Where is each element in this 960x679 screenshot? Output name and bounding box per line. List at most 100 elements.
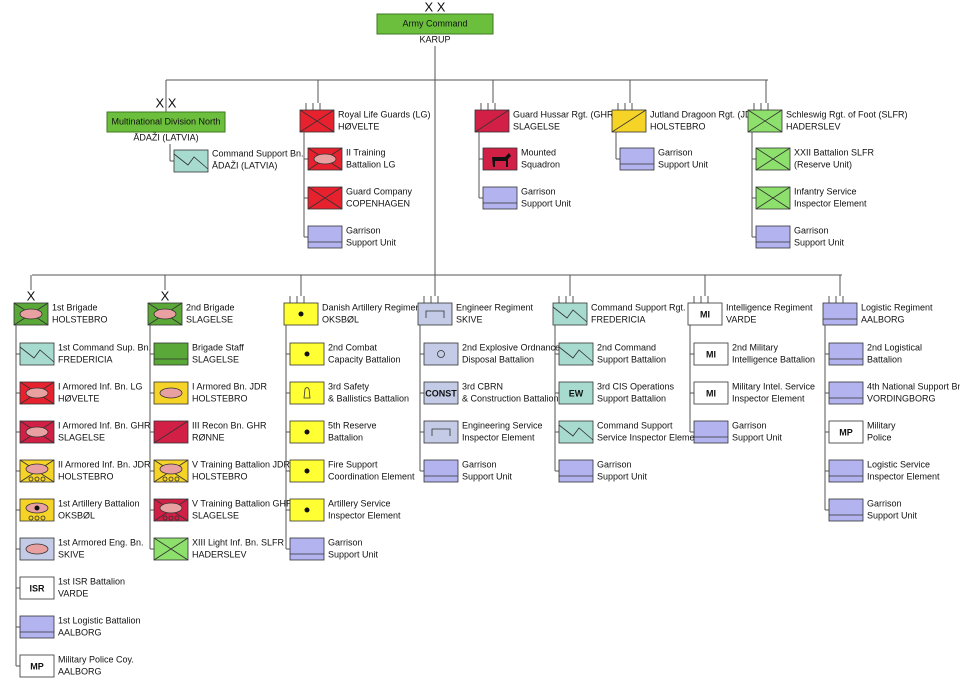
unit-label: Garrison xyxy=(346,225,381,235)
unit-label: Engineer Regiment xyxy=(456,302,534,312)
symbol-mark xyxy=(159,502,183,514)
unit-label: SKIVE xyxy=(58,549,85,559)
symbol-icon: MI xyxy=(706,349,716,359)
division-box xyxy=(106,111,226,133)
symbol-mark xyxy=(162,515,168,521)
unit-label: COPENHAGEN xyxy=(346,198,410,208)
unit-label: 1st Artillery Battalion xyxy=(58,498,140,508)
unit-label: Garrison xyxy=(732,420,767,430)
unit-label: Support Unit xyxy=(521,198,572,208)
unit-symbol xyxy=(482,186,518,210)
unit-label: FREDERICIA xyxy=(591,314,646,324)
unit-symbol xyxy=(755,225,791,249)
unit-label: 3rd CIS Operations xyxy=(597,381,675,391)
unit-label: Support Unit xyxy=(462,471,513,481)
unit-label: XXII Battalion SLFR xyxy=(794,147,875,157)
unit-label: Inspector Element xyxy=(794,198,867,208)
symbol-mark xyxy=(474,109,510,133)
unit-symbol xyxy=(423,420,459,444)
unit-label: Command Support Bn. xyxy=(212,148,304,158)
symbol-icon: MP xyxy=(839,427,853,437)
symbol-icon: ISR xyxy=(29,583,45,593)
unit-label: Inspector Element xyxy=(732,393,805,403)
symbol-icon: EW xyxy=(569,388,584,398)
unit-label: OKSBØL xyxy=(58,510,95,520)
symbol-mark xyxy=(28,476,34,482)
unit-symbol xyxy=(828,498,864,522)
unit-label: V Training Battalion JDR xyxy=(192,459,291,469)
unit-label: Coordination Element xyxy=(328,471,415,481)
unit-symbol xyxy=(693,381,729,405)
unit-symbol xyxy=(828,381,864,405)
symbol-mark xyxy=(304,507,310,513)
symbol-mark xyxy=(298,311,304,317)
unit-label: Support Unit xyxy=(732,432,783,442)
unit-label: Inspector Element xyxy=(462,432,535,442)
symbol-mark xyxy=(40,476,46,482)
unit-label: V Training Battalion GHR xyxy=(192,498,293,508)
symbol-mark xyxy=(25,426,49,438)
unit-label: I Armored Bn. JDR xyxy=(192,381,268,391)
unit-label: HOLSTEBRO xyxy=(192,471,248,481)
echelon: X X xyxy=(425,0,446,14)
symbol-mark xyxy=(304,468,310,474)
unit-label: Schleswig Rgt. of Foot (SLFR) xyxy=(786,109,908,119)
unit-symbol xyxy=(693,420,729,444)
unit-label: AALBORG xyxy=(58,666,102,676)
unit-label: Military Intel. Service xyxy=(732,381,815,391)
symbol-mark xyxy=(558,424,594,441)
unit-label: Support Unit xyxy=(867,510,918,520)
unit-label: Garrison xyxy=(462,459,497,469)
unit-label: Command Support Rgt. xyxy=(591,302,686,312)
unit-symbol xyxy=(822,302,858,326)
unit-label: 2nd Military xyxy=(732,342,779,352)
unit-label: II Armored Inf. Bn. JDR xyxy=(58,459,151,469)
unit-label: RØNNE xyxy=(192,432,225,442)
symbol-mark xyxy=(174,515,180,521)
unit-symbol xyxy=(828,459,864,483)
unit-symbol xyxy=(423,381,459,405)
symbol-mark xyxy=(25,387,49,399)
unit-label: SLAGELSE xyxy=(513,121,560,131)
hq-location: KARUP xyxy=(419,34,450,44)
unit-symbol xyxy=(828,342,864,366)
unit-label: Royal Life Guards (LG) xyxy=(338,109,431,119)
unit-label: FREDERICIA xyxy=(58,354,113,364)
unit-label: Mounted xyxy=(521,147,556,157)
unit-label: Command Support xyxy=(597,420,673,430)
symbol-mark xyxy=(303,387,311,399)
unit-label: Garrison xyxy=(658,147,693,157)
symbol-mark xyxy=(492,153,511,167)
symbol-mark xyxy=(431,428,451,436)
unit-label: HOLSTEBRO xyxy=(52,314,108,324)
symbol-mark xyxy=(437,350,445,358)
unit-symbol xyxy=(307,225,343,249)
unit-symbol xyxy=(417,302,453,326)
unit-label: Squadron xyxy=(521,159,560,169)
unit-label: (Reserve Unit) xyxy=(794,159,852,169)
unit-label: 3rd CBRN xyxy=(462,381,503,391)
unit-label: III Recon Bn. GHR xyxy=(192,420,267,430)
unit-label: Support Unit xyxy=(597,471,648,481)
unit-label: Battalion LG xyxy=(346,159,396,169)
unit-label: 2nd Combat xyxy=(328,342,378,352)
symbol-mark xyxy=(755,186,791,210)
symbol-mark xyxy=(153,537,189,561)
unit-label: Inspector Element xyxy=(867,471,940,481)
unit-symbol xyxy=(687,302,723,326)
unit-label: Brigade Staff xyxy=(192,342,244,352)
symbol-mark xyxy=(168,476,174,482)
hq-name: Army Command xyxy=(402,18,467,28)
echelon: X xyxy=(161,288,170,303)
unit-label: Inspector Element xyxy=(328,510,401,520)
unit-label: I Armored Inf. Bn. GHR xyxy=(58,420,151,430)
symbol-mark xyxy=(34,515,40,521)
unit-symbol xyxy=(693,342,729,366)
unit-label: SKIVE xyxy=(456,314,483,324)
symbol-icon: MP xyxy=(30,661,44,671)
unit-label: OKSBØL xyxy=(322,314,359,324)
unit-label: HADERSLEV xyxy=(192,549,247,559)
symbol-mark xyxy=(153,308,177,320)
unit-label: 1st Command Sup. Bn. xyxy=(58,342,151,352)
symbol-mark xyxy=(173,153,209,170)
